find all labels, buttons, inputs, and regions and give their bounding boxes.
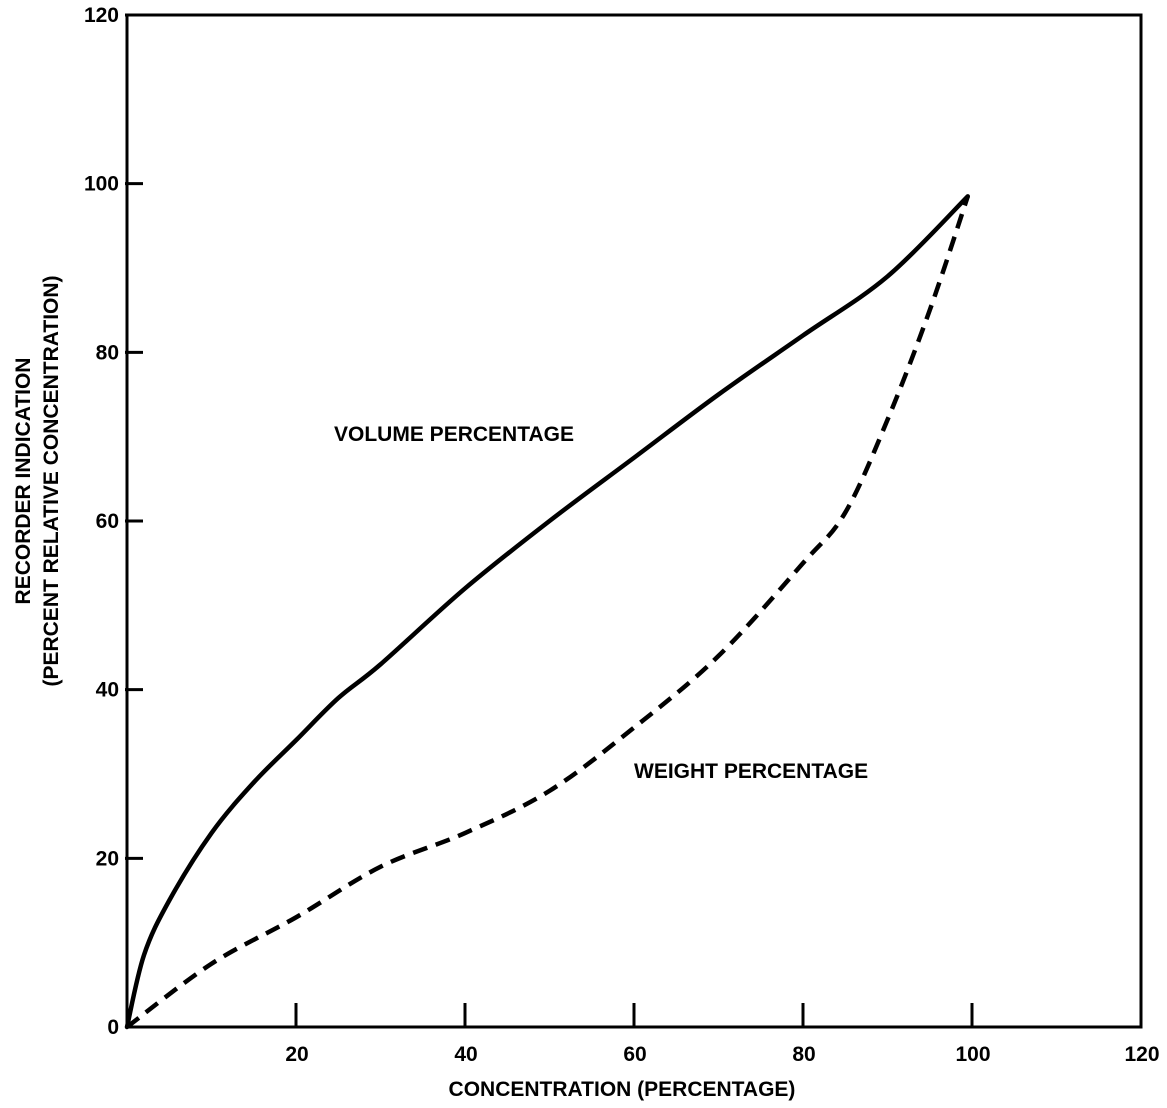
x-tick-label: 100 xyxy=(955,1043,990,1066)
y-tick-label: 80 xyxy=(96,341,119,364)
y-tick-label: 0 xyxy=(107,1016,119,1039)
y-tick-label: 20 xyxy=(96,847,119,870)
x-tick-label: 20 xyxy=(285,1043,308,1066)
x-tick-label: 80 xyxy=(792,1043,815,1066)
y-tick-label: 40 xyxy=(96,679,119,702)
y-axis-label-line-1: RECORDER INDICATION xyxy=(12,358,35,605)
x-tick-label: 60 xyxy=(623,1043,646,1066)
y-axis-label-line-2: (PERCENT RELATIVE CONCENTRATION) xyxy=(40,275,63,686)
x-axis-ticks: 20 40 60 80 100 120 xyxy=(285,1003,1160,1066)
y-tick-label: 120 xyxy=(84,4,119,27)
weight-percentage-annotation: WEIGHT PERCENTAGE xyxy=(634,760,868,783)
x-axis-label: CONCENTRATION (PERCENTAGE) xyxy=(449,1078,796,1101)
volume-percentage-annotation: VOLUME PERCENTAGE xyxy=(334,423,574,446)
x-tick-label: 120 xyxy=(1124,1043,1159,1066)
annotations: VOLUME PERCENTAGE WEIGHT PERCENTAGE xyxy=(334,423,868,783)
y-axis-ticks: 0 20 40 60 80 100 120 xyxy=(84,4,143,1039)
series-group xyxy=(124,194,971,1030)
plot-frame xyxy=(125,13,1143,1029)
x-tick-label: 40 xyxy=(454,1043,477,1066)
weight-percentage-line xyxy=(125,195,970,1029)
volume-percentage-line xyxy=(124,194,971,1030)
y-tick-label: 100 xyxy=(84,173,119,196)
y-tick-label: 60 xyxy=(96,510,119,533)
